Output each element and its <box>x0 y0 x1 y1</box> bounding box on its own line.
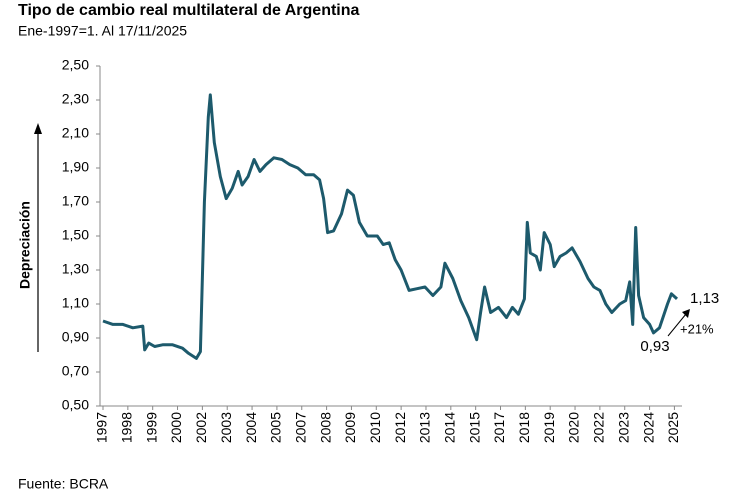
y-tick-label: 0,70 <box>62 363 89 379</box>
chart-subtitle: Ene-1997=1. Al 17/11/2025 <box>18 23 187 39</box>
y-tick-label: 1,70 <box>62 193 89 209</box>
chart-title: Tipo de cambio real multilateral de Arge… <box>18 2 360 19</box>
x-tick-label: 2010 <box>367 412 383 443</box>
x-tick-label: 2000 <box>168 412 184 443</box>
x-tick-label: 1998 <box>119 412 135 443</box>
x-tick-label: 2002 <box>193 412 209 443</box>
x-tick-label: 1997 <box>94 412 110 443</box>
x-tick-label: 2012 <box>392 412 408 443</box>
x-tick-label: 2013 <box>417 412 433 443</box>
x-tick-label: 2018 <box>516 412 532 443</box>
y-tick-label: 2,30 <box>62 91 89 107</box>
x-tick-label: 2005 <box>268 412 284 443</box>
y-axis-label: Depreciación <box>17 201 33 289</box>
x-tick-label: 2015 <box>466 412 482 443</box>
y-tick-label: 0,90 <box>62 329 89 345</box>
change-arrowhead <box>682 309 690 318</box>
annotation: 1,13 <box>690 290 719 307</box>
x-tick-label: 2025 <box>665 412 681 443</box>
x-tick-label: 2008 <box>317 412 333 443</box>
x-tick-label: 2014 <box>442 412 458 443</box>
x-tick-label: 2007 <box>292 412 308 443</box>
y-tick-label: 1,90 <box>62 159 89 175</box>
y-tick-label: 2,10 <box>62 125 89 141</box>
x-tick-label: 2020 <box>566 412 582 443</box>
x-tick-label: 2019 <box>541 412 557 443</box>
x-tick-label: 2023 <box>615 412 631 443</box>
x-tick-label: 2024 <box>640 412 656 443</box>
series-line <box>102 93 679 360</box>
y-tick-label: 2,50 <box>62 57 89 73</box>
x-tick-label: 2022 <box>591 412 607 443</box>
annotation: 0,93 <box>640 338 669 355</box>
y-tick-label: 1,50 <box>62 227 89 243</box>
x-tick-label: 2003 <box>218 412 234 443</box>
y-tick-label: 1,30 <box>62 261 89 277</box>
y-label-arrowhead <box>34 123 42 134</box>
annotation: +21% <box>680 321 714 336</box>
y-tick-label: 1,10 <box>62 295 89 311</box>
x-tick-label: 2009 <box>342 412 358 443</box>
x-tick-label: 1999 <box>143 412 159 443</box>
source: Fuente: BCRA <box>18 476 109 492</box>
x-tick-label: 2017 <box>491 412 507 443</box>
x-tick-label: 2004 <box>243 412 259 443</box>
change-arrow <box>667 313 687 337</box>
y-tick-label: 0,50 <box>62 397 89 413</box>
